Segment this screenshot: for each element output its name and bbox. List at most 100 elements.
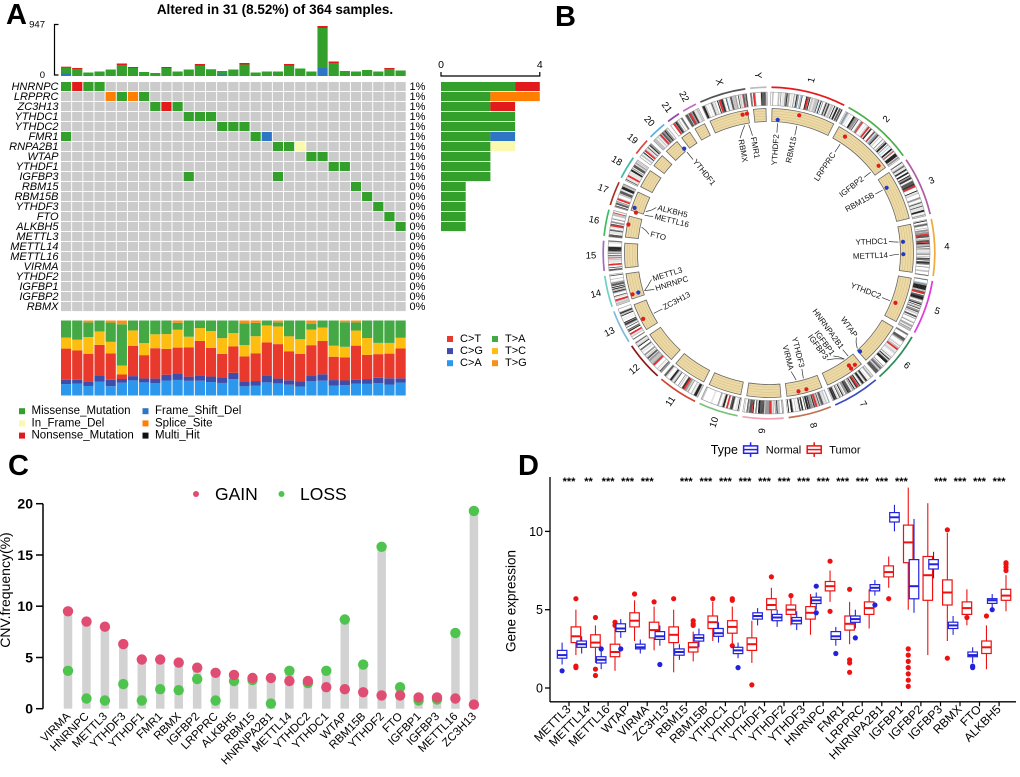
svg-text:0%: 0% [410, 261, 426, 273]
svg-text:Y: Y [752, 72, 763, 80]
svg-text:4: 4 [537, 59, 543, 71]
svg-text:1%: 1% [410, 151, 426, 163]
svg-text:21: 21 [659, 100, 674, 115]
svg-text:***: *** [993, 476, 1007, 488]
svg-text:Altered in 31 (8.52%) of 364 s: Altered in 31 (8.52%) of 364 samples. [157, 2, 393, 17]
svg-text:17: 17 [596, 182, 610, 196]
svg-text:***: *** [836, 476, 850, 488]
svg-text:10: 10 [708, 416, 722, 429]
svg-text:0%: 0% [410, 241, 426, 253]
svg-text:20: 20 [17, 496, 33, 512]
svg-text:YTHDC1: YTHDC1 [855, 237, 888, 247]
svg-text:FMR1: FMR1 [749, 136, 762, 160]
svg-text:ALKBH5: ALKBH5 [15, 221, 59, 233]
svg-text:***: *** [641, 476, 655, 488]
svg-text:0%: 0% [410, 201, 426, 213]
svg-text:A: A [6, 0, 27, 31]
svg-text:**: ** [584, 476, 593, 488]
svg-text:0%: 0% [410, 271, 426, 283]
svg-text:YTHDF2: YTHDF2 [16, 271, 59, 283]
svg-text:0: 0 [40, 70, 45, 81]
svg-text:13: 13 [603, 325, 617, 340]
svg-text:GAIN: GAIN [215, 484, 258, 504]
svg-text:***: *** [797, 476, 811, 488]
svg-text:0%: 0% [410, 221, 426, 233]
svg-text:18: 18 [609, 154, 624, 169]
svg-text:10: 10 [17, 598, 33, 614]
svg-text:YTHDF2: YTHDF2 [770, 133, 781, 165]
svg-text:T>A: T>A [505, 333, 526, 345]
svg-text:D: D [518, 450, 539, 482]
svg-text:RBM15B: RBM15B [14, 191, 58, 203]
svg-text:HNRNPC: HNRNPC [11, 81, 58, 93]
svg-text:Splice_Site: Splice_Site [155, 417, 213, 429]
svg-text:LOSS: LOSS [300, 484, 347, 504]
svg-text:0%: 0% [410, 231, 426, 243]
svg-text:In_Frame_Del: In_Frame_Del [32, 417, 105, 429]
svg-text:0: 0 [25, 701, 33, 717]
svg-text:C>A: C>A [460, 357, 482, 369]
svg-text:METTL3: METTL3 [16, 231, 59, 243]
svg-text:1%: 1% [410, 131, 426, 143]
svg-text:FTO: FTO [649, 230, 667, 243]
svg-text:7: 7 [857, 399, 869, 409]
svg-text:***: *** [973, 476, 987, 488]
svg-text:***: *** [699, 476, 713, 488]
svg-text:Gene expression: Gene expression [504, 550, 519, 652]
svg-text:RNPA2B1: RNPA2B1 [9, 141, 58, 153]
svg-text:10: 10 [529, 525, 543, 539]
svg-text:1%: 1% [410, 171, 426, 183]
svg-text:IGFBP1: IGFBP1 [19, 281, 58, 293]
svg-text:YTHDF3: YTHDF3 [16, 201, 60, 213]
svg-text:***: *** [739, 476, 753, 488]
svg-text:5: 5 [536, 603, 543, 617]
svg-text:5: 5 [25, 650, 33, 666]
svg-text:YTHDF1: YTHDF1 [16, 161, 59, 173]
svg-text:FTO: FTO [37, 211, 59, 223]
svg-text:2: 2 [881, 114, 893, 125]
svg-text:IGFBP3: IGFBP3 [19, 171, 59, 183]
svg-text:WTAP: WTAP [28, 151, 60, 163]
svg-text:0%: 0% [410, 251, 426, 263]
svg-text:CNV.frequency(%): CNV.frequency(%) [0, 532, 13, 647]
svg-text:16: 16 [588, 214, 600, 227]
svg-text:1: 1 [806, 76, 818, 84]
svg-text:ZC3H13: ZC3H13 [17, 101, 60, 113]
svg-text:FMR1: FMR1 [29, 131, 59, 143]
svg-text:***: *** [856, 476, 870, 488]
svg-text:METTL14: METTL14 [10, 241, 58, 253]
svg-text:***: *** [758, 476, 772, 488]
svg-text:***: *** [680, 476, 694, 488]
svg-text:RBMX: RBMX [736, 139, 749, 164]
svg-text:***: *** [621, 476, 635, 488]
svg-text:1%: 1% [410, 81, 426, 93]
svg-text:0%: 0% [410, 191, 426, 203]
svg-text:***: *** [895, 476, 909, 488]
svg-text:IGFBP2: IGFBP2 [19, 291, 58, 303]
svg-text:C: C [8, 450, 29, 482]
svg-text:YTHDC1: YTHDC1 [14, 111, 58, 123]
svg-text:B: B [555, 1, 576, 33]
svg-text:C>G: C>G [460, 345, 483, 357]
svg-text:1%: 1% [410, 161, 426, 173]
svg-text:5: 5 [933, 305, 942, 317]
svg-text:C>T: C>T [460, 333, 481, 345]
svg-text:***: *** [934, 476, 948, 488]
svg-text:1%: 1% [410, 121, 426, 133]
svg-text:0%: 0% [410, 291, 426, 303]
svg-text:VIRMA: VIRMA [24, 261, 59, 273]
svg-text:1%: 1% [410, 101, 426, 113]
svg-text:METTL16: METTL16 [10, 251, 59, 263]
svg-text:3: 3 [927, 175, 936, 187]
svg-text:Type: Type [711, 443, 738, 457]
svg-text:Normal: Normal [766, 445, 801, 457]
svg-text:***: *** [875, 476, 889, 488]
svg-text:0: 0 [536, 682, 543, 696]
svg-text:14: 14 [589, 288, 602, 301]
svg-text:15: 15 [586, 250, 597, 261]
svg-text:Missense_Mutation: Missense_Mutation [32, 405, 131, 417]
svg-text:X: X [713, 78, 726, 88]
svg-text:***: *** [817, 476, 831, 488]
svg-text:0: 0 [438, 59, 444, 71]
svg-text:METTL14: METTL14 [853, 251, 889, 261]
